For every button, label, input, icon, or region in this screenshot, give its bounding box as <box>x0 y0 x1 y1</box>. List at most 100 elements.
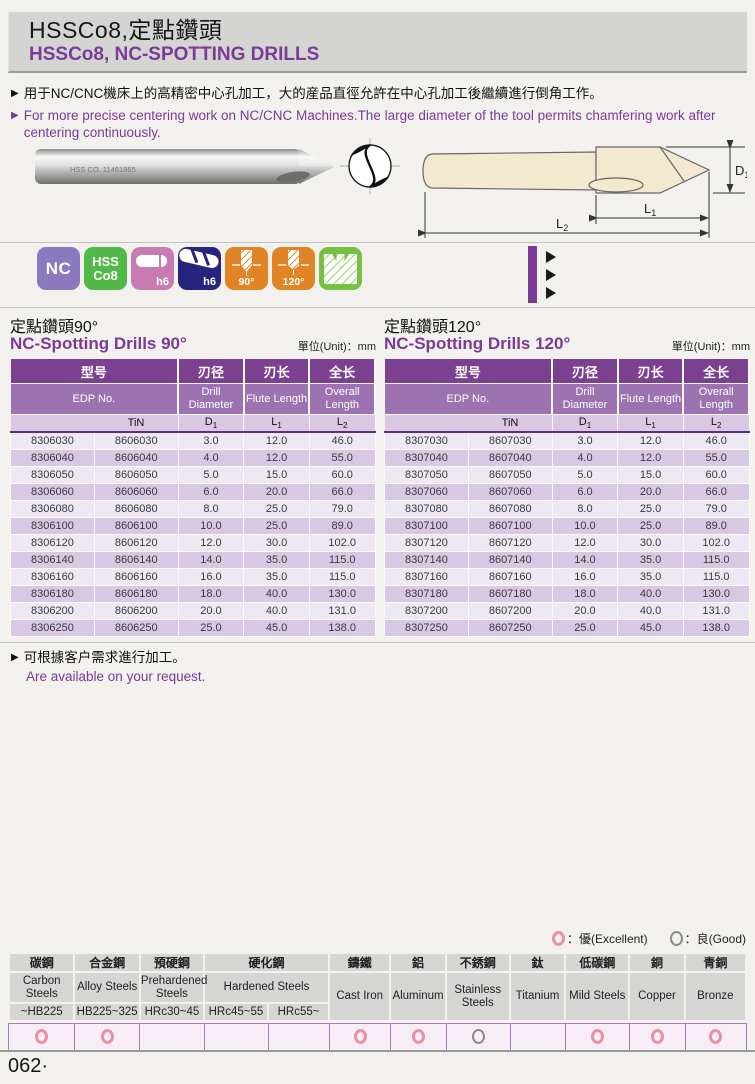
table-row: 8306160 8606160 16.0 35.0 115.0 <box>10 568 376 586</box>
table-row: 8307030 8607030 3.0 12.0 46.0 <box>384 431 750 450</box>
col-header-flute-zh: 刃长 <box>243 359 311 384</box>
materials-row-zh: 碳鋼 合金鋼 預硬鋼 硬化鋼 鑄鐵鋁不銹鋼鈦低碳鋼銅青銅 <box>10 954 745 971</box>
table-row: 8307080 8607080 8.0 25.0 79.0 <box>384 500 750 518</box>
edp-no-tin: 8606060 <box>93 483 179 501</box>
good-symbol-icon <box>669 931 683 946</box>
unit-label: 單位(Unit)：mm <box>297 341 376 353</box>
flute-length: 25.0 <box>243 517 310 535</box>
overall-length: 131.0 <box>682 602 750 620</box>
hardness-range: HRc45~55 <box>204 1004 267 1020</box>
rating-cell <box>629 1023 686 1051</box>
table-row: 8306080 8606080 8.0 25.0 79.0 <box>10 500 376 518</box>
sub-blank <box>384 414 469 433</box>
edp-no: 8307200 <box>384 602 469 620</box>
col-header-flute-zh: 刃长 <box>617 359 685 384</box>
col-header-diameter-en: Drill Diameter <box>552 383 619 415</box>
dim-base: L <box>336 415 344 428</box>
edp-no-tin: 8607100 <box>467 517 553 535</box>
drill-diameter: 5.0 <box>177 466 245 484</box>
edp-no-tin: 8607040 <box>467 449 553 467</box>
rating-cell <box>390 1023 447 1051</box>
table-row: 8307180 8607180 18.0 40.0 130.0 <box>384 585 750 603</box>
flute-length: 40.0 <box>243 602 310 620</box>
materials-row-en: Carbon Steels Alloy Steels Prehardened Ste… <box>10 973 745 1020</box>
intro-section: ▶ 用于NC/CNC機床上的高精密中心孔加工，大的産品直徑允許在中心孔加工後繼續… <box>11 86 755 147</box>
flute-length: 35.0 <box>617 551 684 569</box>
materials-rating-table <box>8 1023 748 1051</box>
sub-dim-1: L1 <box>243 414 310 433</box>
overall-length: 115.0 <box>682 551 750 569</box>
hardness-range: ~HB225 <box>10 1004 74 1020</box>
overall-length: 60.0 <box>682 466 750 484</box>
flute-length: 12.0 <box>617 431 684 450</box>
drill-cross-section <box>340 138 400 194</box>
spec-table: 定點鑽頭90° NC-Spotting Drills 90° 單位(Unit)：mm… <box>10 313 376 637</box>
angle-90-label: 90° <box>238 276 255 288</box>
table-row: 8306140 8606140 14.0 35.0 115.0 <box>10 551 376 569</box>
overall-length: 130.0 <box>682 585 750 603</box>
overall-length: 102.0 <box>682 534 750 552</box>
point-angle-120-icon: 120° <box>272 247 315 290</box>
dim-base: D <box>204 415 213 428</box>
overall-length: 89.0 <box>682 517 750 535</box>
header-band: HSSCo8,定點鑽頭 HSSCo8, NC-SPOTTING DRILLS <box>8 10 747 73</box>
drill-diameter: 3.0 <box>177 431 245 450</box>
table-title-zh: 定點鑽頭120° <box>384 319 482 336</box>
edp-no: 8307140 <box>384 551 469 569</box>
h6-shank-label: h6 <box>156 276 169 288</box>
legend-excellent-label: ：優(Excellent) <box>566 932 648 946</box>
sub-tin: TiN <box>468 414 553 433</box>
table-row: 8307120 8607120 12.0 30.0 102.0 <box>384 534 750 552</box>
table-row: 8306040 8606040 4.0 12.0 55.0 <box>10 449 376 467</box>
overall-length: 115.0 <box>682 568 750 586</box>
drill-diameter: 8.0 <box>551 500 619 518</box>
overall-length: 66.0 <box>682 483 750 501</box>
drill-diameter: 10.0 <box>177 517 245 535</box>
edp-no-tin: 8606040 <box>93 449 179 467</box>
material-col-zh: 預硬鋼 <box>140 954 203 971</box>
intro-text-zh: 用于NC/CNC機床上的高精密中心孔加工，大的産品直徑允許在中心孔加工後繼續進行… <box>23 86 603 101</box>
overall-length: 46.0 <box>682 431 750 450</box>
spotting-application-icon <box>319 247 362 290</box>
edp-no: 8307050 <box>384 466 469 484</box>
drill-diagram <box>422 146 711 194</box>
spec-data-table: 型号 刃径 刃长 全长 EDP No. Drill Diameter Flute Lengt… <box>384 359 750 637</box>
drill-diameter: 20.0 <box>551 602 619 620</box>
edp-no-tin: 8606080 <box>93 500 179 518</box>
sub-dim-2: L2 <box>683 414 750 433</box>
edp-no: 8306120 <box>10 534 95 552</box>
drill-diameter: 4.0 <box>177 449 245 467</box>
table-row: 8306120 8606120 12.0 30.0 102.0 <box>10 534 376 552</box>
overall-length: 138.0 <box>682 619 750 637</box>
header-row-en: EDP No. Drill Diameter Flute Length Overall… <box>384 383 750 415</box>
materials-row-ratings <box>8 1023 748 1051</box>
rating-cell <box>267 1023 331 1051</box>
page-number: 062· <box>8 1055 49 1077</box>
nc-machine-icon: NC <box>37 247 80 290</box>
footer-rule <box>0 1050 755 1052</box>
table-row: 8306060 8606060 6.0 20.0 66.0 <box>10 483 376 501</box>
table-row: 8306100 8606100 10.0 25.0 89.0 <box>10 517 376 535</box>
dim-base: L <box>271 415 278 428</box>
col-header-diameter-zh: 刃径 <box>552 359 619 384</box>
edp-no-tin: 8606160 <box>93 568 179 586</box>
sub-tin: TiN <box>94 414 179 433</box>
table-row: 8307060 8607060 6.0 20.0 66.0 <box>384 483 750 501</box>
intro-line-en: ▶ For more precise centering work on NC/… <box>11 108 755 142</box>
hssco8-material-icon: HSS Co8 <box>84 247 127 290</box>
note-text-zh: 可根據客户需求進行加工。 <box>23 650 186 665</box>
edp-no-tin: 8606200 <box>93 602 179 620</box>
table-title-row: NC-Spotting Drills 120° 單位(Unit)：mm <box>384 334 750 357</box>
arrow-right-icon <box>546 269 556 281</box>
overall-length: 66.0 <box>308 483 376 501</box>
table-row: 8306250 8606250 25.0 45.0 138.0 <box>10 619 376 637</box>
feature-icons-row: NC HSS Co8 h6 h6 <box>37 247 362 290</box>
drill-diameter: 4.0 <box>551 449 619 467</box>
spec-tables-section: 定點鑽頭90° NC-Spotting Drills 90° 單位(Unit)：mm… <box>10 313 750 637</box>
edp-no-tin: 8607160 <box>467 568 553 586</box>
drill-diameter: 14.0 <box>177 551 245 569</box>
rating-cell <box>445 1023 511 1051</box>
materials-table-section: 碳鋼 合金鋼 預硬鋼 硬化鋼 鑄鐵鋁不銹鋼鈦低碳鋼銅青銅 Carbon Steels All… <box>8 952 748 1051</box>
edp-no-tin: 8607060 <box>467 483 553 501</box>
